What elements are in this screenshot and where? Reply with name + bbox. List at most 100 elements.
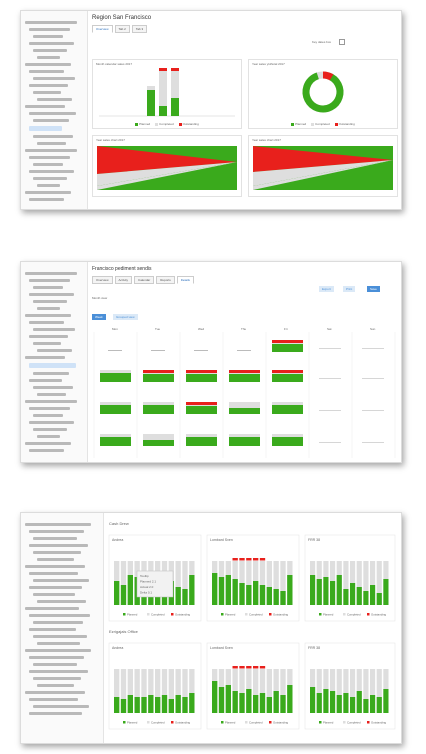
grouped-view-pill[interactable]: Grouped view: [113, 314, 138, 320]
tree-item[interactable]: [33, 386, 73, 389]
tree-item[interactable]: [37, 307, 60, 310]
tree-item[interactable]: [29, 28, 70, 31]
tree-item[interactable]: [33, 300, 67, 303]
tree-item[interactable]: [29, 586, 82, 589]
calendar-grid[interactable]: Mon Tue Wed Thu Fri Sat Sun: [92, 324, 397, 458]
tree-item[interactable]: [29, 321, 64, 324]
week-pill[interactable]: Week: [92, 314, 106, 320]
tree-item[interactable]: [29, 572, 78, 575]
tree-item[interactable]: [29, 407, 70, 410]
tree-item[interactable]: [37, 98, 72, 101]
tab[interactable]: Reports: [156, 276, 175, 284]
save-button[interactable]: Save: [367, 286, 380, 292]
tree-item[interactable]: [29, 712, 82, 715]
tree-item[interactable]: [25, 191, 71, 194]
tree-item[interactable]: [29, 126, 62, 131]
tree-item[interactable]: [33, 593, 75, 596]
tree-item[interactable]: [33, 705, 89, 708]
tree-item[interactable]: [33, 49, 67, 52]
tab[interactable]: Tab 3: [131, 25, 148, 33]
tree-item[interactable]: [25, 607, 79, 610]
tab[interactable]: Overview: [92, 276, 113, 284]
tree-item[interactable]: [29, 335, 68, 338]
tree-item[interactable]: [29, 421, 74, 424]
tree-item[interactable]: [33, 35, 63, 38]
tree-item[interactable]: [29, 530, 84, 533]
key-dates-checkbox[interactable]: [339, 39, 345, 45]
tree-item[interactable]: [37, 393, 66, 396]
tree-item[interactable]: [25, 21, 77, 24]
tree-item[interactable]: [29, 544, 88, 547]
tree-item[interactable]: [33, 414, 63, 417]
legend-item: Planned: [135, 122, 150, 126]
tree-item[interactable]: [33, 551, 81, 554]
tree-item[interactable]: [33, 621, 83, 624]
tree-item[interactable]: [33, 163, 63, 166]
tree-item[interactable]: [37, 558, 74, 561]
tree-item[interactable]: [33, 635, 87, 638]
tree-item[interactable]: [29, 363, 76, 368]
tree-item[interactable]: [25, 356, 65, 359]
tree-item[interactable]: [37, 684, 74, 687]
tree-item[interactable]: [29, 70, 64, 73]
tree-item[interactable]: [29, 670, 88, 673]
navigation-tree[interactable]: [21, 262, 88, 462]
tree-item[interactable]: [25, 63, 71, 66]
tree-item[interactable]: [25, 565, 85, 568]
tree-item[interactable]: [25, 649, 91, 652]
tree-item[interactable]: [29, 656, 84, 659]
tab[interactable]: Activity: [114, 276, 133, 284]
tree-item[interactable]: [29, 198, 64, 201]
navigation-tree[interactable]: [21, 11, 88, 209]
tree-item[interactable]: [29, 112, 76, 115]
tree-item[interactable]: [33, 77, 75, 80]
tree-item[interactable]: [29, 42, 74, 45]
tree-item[interactable]: [25, 691, 85, 694]
tree-item[interactable]: [25, 442, 71, 445]
tree-item[interactable]: [33, 342, 61, 345]
tree-item[interactable]: [29, 698, 78, 701]
export-button[interactable]: Export: [319, 286, 334, 292]
navigation-tree[interactable]: [21, 513, 104, 743]
tree-item[interactable]: [37, 642, 80, 645]
tree-item[interactable]: [25, 149, 77, 152]
tree-item[interactable]: [33, 177, 67, 180]
tree-item[interactable]: [33, 372, 69, 375]
tree-item[interactable]: [29, 170, 74, 173]
tree-item[interactable]: [25, 314, 71, 317]
tree-item[interactable]: [37, 184, 60, 187]
tab[interactable]: Calendar: [134, 276, 155, 284]
tree-item[interactable]: [33, 328, 75, 331]
tree-item[interactable]: [33, 677, 81, 680]
tree-item[interactable]: [37, 600, 86, 603]
tree-item[interactable]: [25, 272, 77, 275]
tab[interactable]: Tab 2: [114, 25, 130, 33]
tree-item[interactable]: [37, 349, 72, 352]
tree-item[interactable]: [29, 379, 62, 382]
tree-item[interactable]: [33, 91, 61, 94]
print-button[interactable]: Print: [343, 286, 356, 292]
tree-item[interactable]: [29, 156, 70, 159]
tree-item[interactable]: [29, 279, 70, 282]
tree-item[interactable]: [33, 663, 77, 666]
tree-item[interactable]: [29, 293, 74, 296]
tree-item[interactable]: [25, 400, 77, 403]
tree-item[interactable]: [33, 428, 67, 431]
tree-item[interactable]: [25, 105, 65, 108]
tree-item[interactable]: [25, 523, 91, 526]
tree-item[interactable]: [33, 119, 69, 122]
tree-item[interactable]: [33, 286, 63, 289]
tree-item[interactable]: [33, 537, 77, 540]
tree-item[interactable]: [37, 142, 66, 145]
tree-item[interactable]: [29, 614, 90, 617]
tree-item[interactable]: [29, 84, 68, 87]
tree-item[interactable]: [29, 449, 64, 452]
tree-item[interactable]: [29, 628, 76, 631]
column-header: Tue: [155, 327, 160, 331]
tab[interactable]: Details: [176, 276, 194, 284]
tree-item[interactable]: [33, 579, 89, 582]
tree-item[interactable]: [37, 56, 60, 59]
tree-item[interactable]: [33, 135, 73, 138]
tree-item[interactable]: [37, 435, 60, 438]
tab[interactable]: Overview: [92, 25, 113, 33]
